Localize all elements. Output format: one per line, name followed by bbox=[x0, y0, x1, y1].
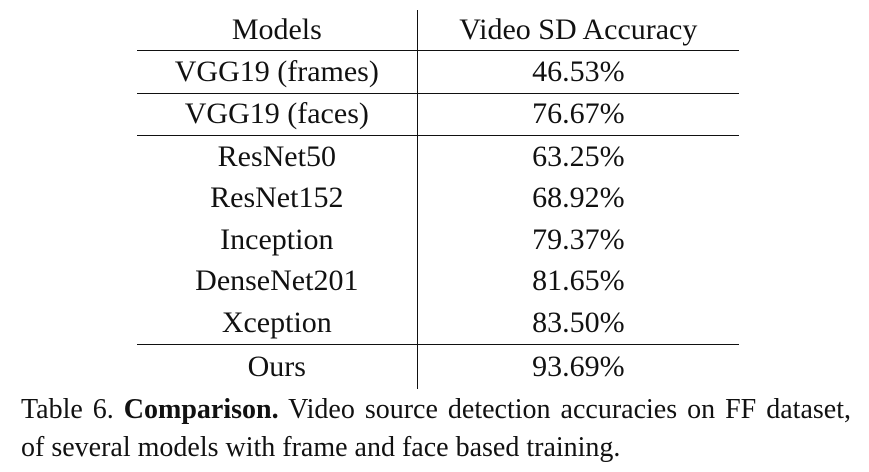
header-accuracy: Video SD Accuracy bbox=[417, 10, 739, 51]
table-row: ResNet50 63.25% bbox=[137, 135, 739, 178]
model-name: VGG19 (frames) bbox=[137, 50, 418, 94]
table-row: VGG19 (faces) 76.67% bbox=[137, 93, 739, 136]
table-row: Xception 83.50% bbox=[137, 302, 739, 345]
table-header-row: Models Video SD Accuracy bbox=[137, 10, 739, 51]
caption-text: Video source detection accuracies on FF … bbox=[21, 394, 851, 463]
model-accuracy: 81.65% bbox=[532, 264, 625, 298]
caption-title: Comparison. bbox=[123, 394, 279, 425]
model-accuracy-best: 93.69% bbox=[532, 349, 625, 383]
model-accuracy: 68.92% bbox=[532, 181, 625, 215]
results-table: Models Video SD Accuracy VGG19 (frames) … bbox=[137, 10, 739, 389]
model-accuracy: 79.37% bbox=[532, 222, 625, 256]
model-name: VGG19 (faces) bbox=[137, 93, 418, 136]
results-table-container: Models Video SD Accuracy VGG19 (frames) … bbox=[137, 10, 739, 389]
model-accuracy: 63.25% bbox=[532, 139, 625, 173]
table-row: Inception 79.37% bbox=[137, 219, 739, 261]
model-accuracy: 83.50% bbox=[417, 302, 739, 345]
model-accuracy: 76.67% bbox=[417, 93, 739, 136]
caption-label: Table 6. bbox=[21, 394, 114, 425]
model-name: ResNet152 bbox=[137, 177, 418, 219]
model-name: Xception bbox=[137, 302, 418, 345]
model-name: Ours bbox=[137, 344, 418, 389]
model-name: DenseNet201 bbox=[137, 260, 418, 302]
model-name: Inception bbox=[137, 219, 418, 261]
header-models: Models bbox=[137, 10, 418, 51]
model-name: ResNet50 bbox=[137, 135, 418, 178]
table-row: VGG19 (frames) 46.53% bbox=[137, 50, 739, 94]
table-caption: Table 6. Comparison. Video source detect… bbox=[21, 391, 851, 467]
table-row: DenseNet201 81.65% bbox=[137, 260, 739, 302]
table-row: ResNet152 68.92% bbox=[137, 177, 739, 219]
model-accuracy: 46.53% bbox=[417, 50, 739, 94]
table-row-ours: Ours 93.69% bbox=[137, 344, 739, 389]
